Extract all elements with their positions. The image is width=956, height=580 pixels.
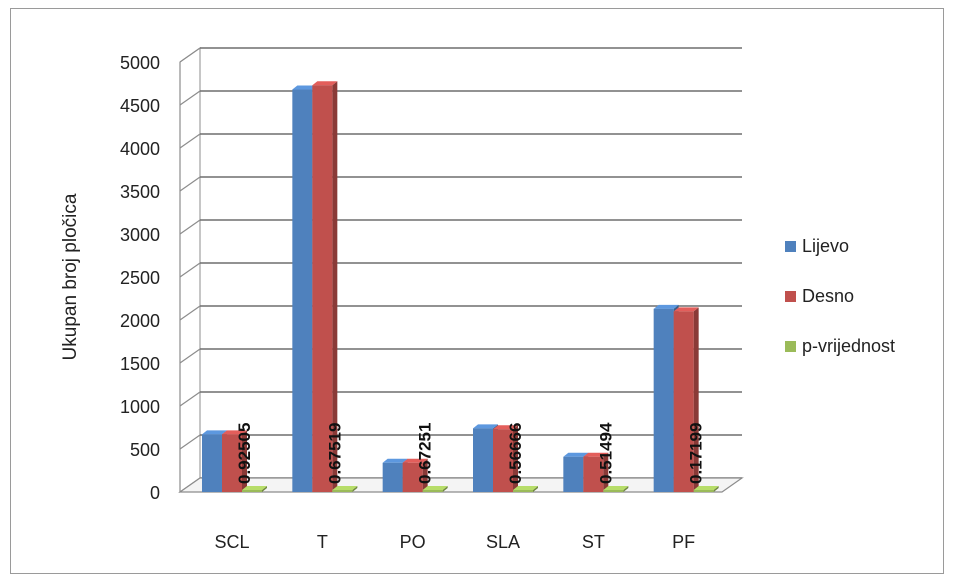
- bar: [332, 490, 353, 492]
- y-axis-title: Ukupan broj pločica: [60, 193, 81, 360]
- gridline-side: [179, 133, 201, 149]
- gridline-side: [179, 219, 201, 235]
- bar: [382, 462, 403, 492]
- y-tick-label: 1500: [120, 354, 160, 374]
- bar: [222, 434, 242, 492]
- bar: [402, 462, 423, 492]
- bar-top: [693, 486, 719, 490]
- bar: [242, 490, 262, 492]
- bar-side: [352, 486, 358, 492]
- bar: [563, 456, 584, 492]
- y-tick-label: 4500: [120, 96, 160, 116]
- y-tick-label: 2000: [120, 311, 160, 331]
- x-tick-label: T: [317, 532, 328, 552]
- legend-label: Lijevo: [802, 236, 849, 256]
- data-label: 0.17199: [687, 423, 706, 484]
- bar: [583, 456, 604, 492]
- y-tick-label: 2500: [120, 268, 160, 288]
- bar-top: [382, 458, 408, 463]
- gridline-side: [179, 90, 201, 106]
- bar-side: [242, 430, 247, 492]
- bar-side: [533, 486, 538, 492]
- bar-top: [222, 430, 247, 435]
- y-tick-label: 1000: [120, 397, 160, 417]
- x-tick-label: PO: [400, 532, 426, 552]
- gridline-side: [179, 47, 201, 63]
- bar-top: [422, 486, 448, 490]
- y-tick-label: 3500: [120, 182, 160, 202]
- bar-top: [242, 486, 267, 490]
- bar-top: [673, 307, 699, 312]
- bar-top: [332, 486, 358, 490]
- y-tick-label: 3000: [120, 225, 160, 245]
- bar-top: [292, 85, 318, 90]
- bar: [202, 434, 222, 492]
- legend-label: p-vrijednost: [802, 336, 895, 356]
- data-label: 0.51494: [596, 422, 615, 484]
- bar: [673, 311, 694, 492]
- bar-top: [583, 452, 609, 457]
- bar-top: [202, 430, 227, 435]
- legend-swatch: [785, 241, 796, 252]
- data-label: 0.67519: [325, 423, 344, 484]
- bar: [603, 490, 624, 492]
- gridline-side: [179, 176, 201, 192]
- data-label: 0.67251: [416, 423, 435, 484]
- bar-side: [422, 458, 428, 492]
- bar-side: [513, 425, 518, 492]
- legend-swatch: [785, 341, 796, 352]
- bar-top: [603, 486, 629, 490]
- gridline-side: [179, 262, 201, 278]
- x-tick-label: SCL: [214, 532, 249, 552]
- x-tick-label: PF: [672, 532, 695, 552]
- bar-side: [693, 307, 699, 492]
- bar: [312, 85, 333, 492]
- bar: [422, 490, 443, 492]
- bar-top: [653, 304, 679, 309]
- gridline-side: [179, 305, 201, 321]
- bar-top: [563, 452, 589, 457]
- gridline-side: [179, 434, 201, 450]
- gridline-side: [179, 391, 201, 407]
- bar: [693, 490, 714, 492]
- bar-side: [262, 486, 267, 492]
- x-tick-label: ST: [582, 532, 605, 552]
- bar: [473, 428, 493, 492]
- bar: [493, 429, 513, 492]
- data-label: 0.92505: [235, 423, 254, 484]
- bar-side: [603, 452, 609, 492]
- bar: [653, 308, 674, 492]
- bar-side: [623, 486, 629, 492]
- bar: [292, 89, 313, 493]
- bar-top: [473, 424, 498, 429]
- legend-label: Desno: [802, 286, 854, 306]
- y-tick-label: 5000: [120, 53, 160, 73]
- data-label: 0.56666: [506, 423, 525, 484]
- y-tick-label: 4000: [120, 139, 160, 159]
- legend-swatch: [785, 291, 796, 302]
- bar-top: [402, 458, 428, 463]
- bar-top: [513, 486, 538, 490]
- bar-top: [312, 81, 338, 86]
- x-tick-label: SLA: [486, 532, 520, 552]
- bar: [513, 490, 533, 492]
- bar-side: [713, 486, 719, 492]
- bar-side: [332, 81, 338, 492]
- bar-top: [493, 425, 518, 430]
- y-tick-label: 500: [130, 440, 160, 460]
- gridline-side: [179, 348, 201, 364]
- y-tick-label: 0: [150, 483, 160, 503]
- bar-side: [442, 486, 448, 492]
